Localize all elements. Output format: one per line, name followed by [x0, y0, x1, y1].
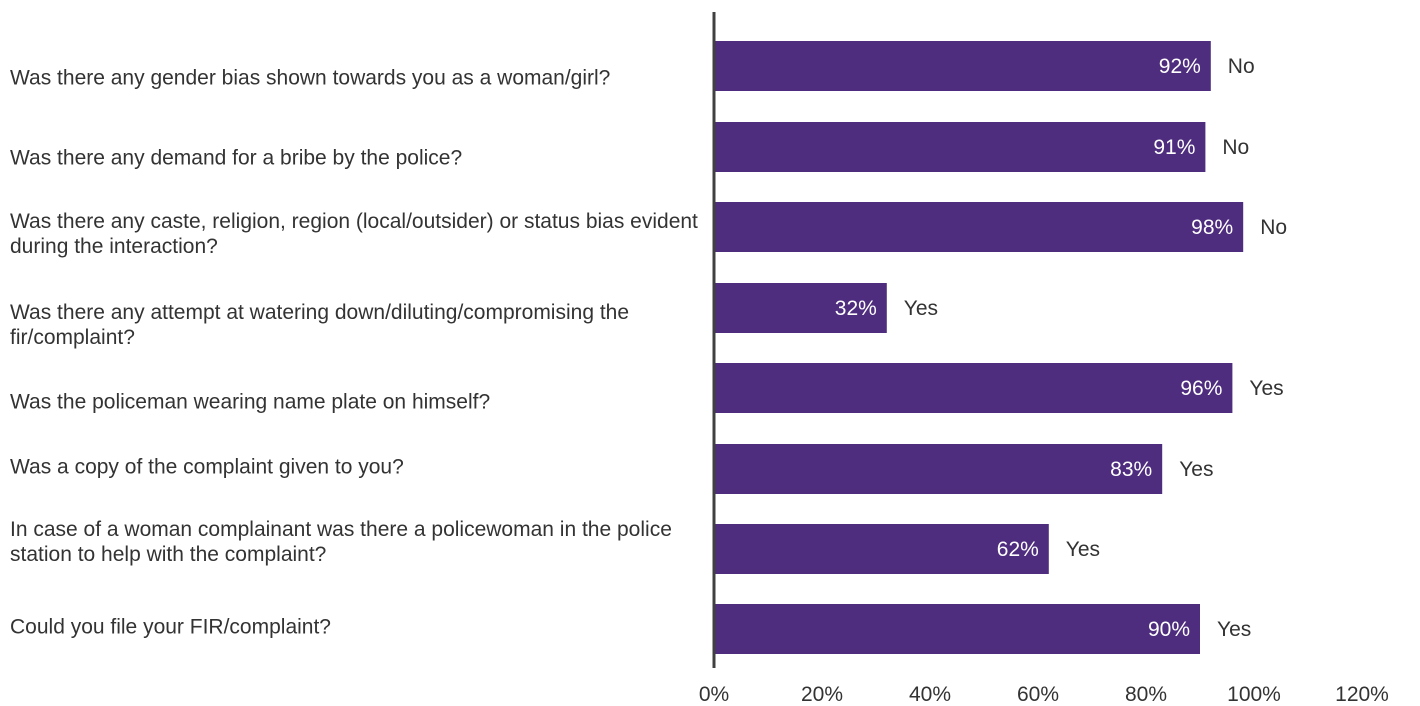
- data-label: 90%: [1148, 618, 1190, 641]
- annotation-label: Yes: [1179, 458, 1213, 481]
- category-label: Could you file your FIR/complaint?: [10, 615, 331, 639]
- category-label: Was there any caste, religion, region (l…: [10, 210, 698, 258]
- category-label: Was the policeman wearing name plate on …: [10, 390, 491, 414]
- category-label: Was a copy of the complaint given to you…: [10, 455, 404, 479]
- bar: [714, 604, 1200, 654]
- data-label: 92%: [1159, 55, 1201, 78]
- annotation-label: Yes: [1066, 538, 1100, 561]
- annotation-label: Yes: [1249, 377, 1283, 400]
- bar: [714, 444, 1163, 494]
- annotation-label: Yes: [904, 297, 938, 320]
- x-tick-label: 80%: [1125, 683, 1167, 706]
- category-label: Was there any demand for a bribe by the …: [10, 146, 463, 170]
- data-label: 98%: [1191, 216, 1233, 239]
- bar: [714, 363, 1233, 413]
- x-tick-label: 60%: [1017, 683, 1059, 706]
- x-tick-label: 100%: [1227, 683, 1281, 706]
- data-label: 62%: [997, 538, 1039, 561]
- annotation-label: No: [1260, 216, 1287, 239]
- bar: [714, 283, 887, 333]
- bar: [714, 202, 1244, 252]
- x-axis-ticks: 0% 20% 40% 60% 80% 100% 120%: [699, 683, 1389, 706]
- annotation-label: Yes: [1217, 618, 1251, 641]
- data-label: 32%: [835, 297, 877, 320]
- bars: 92% No 91% No 98% No 32% Yes 96% Yes 83% Yes 62% Yes 9…: [714, 41, 1287, 654]
- data-label: 91%: [1153, 136, 1195, 159]
- x-tick-label: 120%: [1335, 683, 1389, 706]
- category-label: In case of a woman complainant was there…: [10, 518, 672, 566]
- annotation-label: No: [1228, 55, 1255, 78]
- bar: [714, 524, 1049, 574]
- bar: [714, 41, 1211, 91]
- data-label: 96%: [1180, 377, 1222, 400]
- data-label: 83%: [1110, 458, 1152, 481]
- x-tick-label: 40%: [909, 683, 951, 706]
- category-label: Was there any attempt at watering down/d…: [10, 301, 630, 349]
- x-tick-label: 0%: [699, 683, 729, 706]
- bar: [714, 122, 1206, 172]
- annotation-label: No: [1222, 136, 1249, 159]
- x-tick-label: 20%: [801, 683, 843, 706]
- category-label: Was there any gender bias shown towards …: [10, 66, 611, 90]
